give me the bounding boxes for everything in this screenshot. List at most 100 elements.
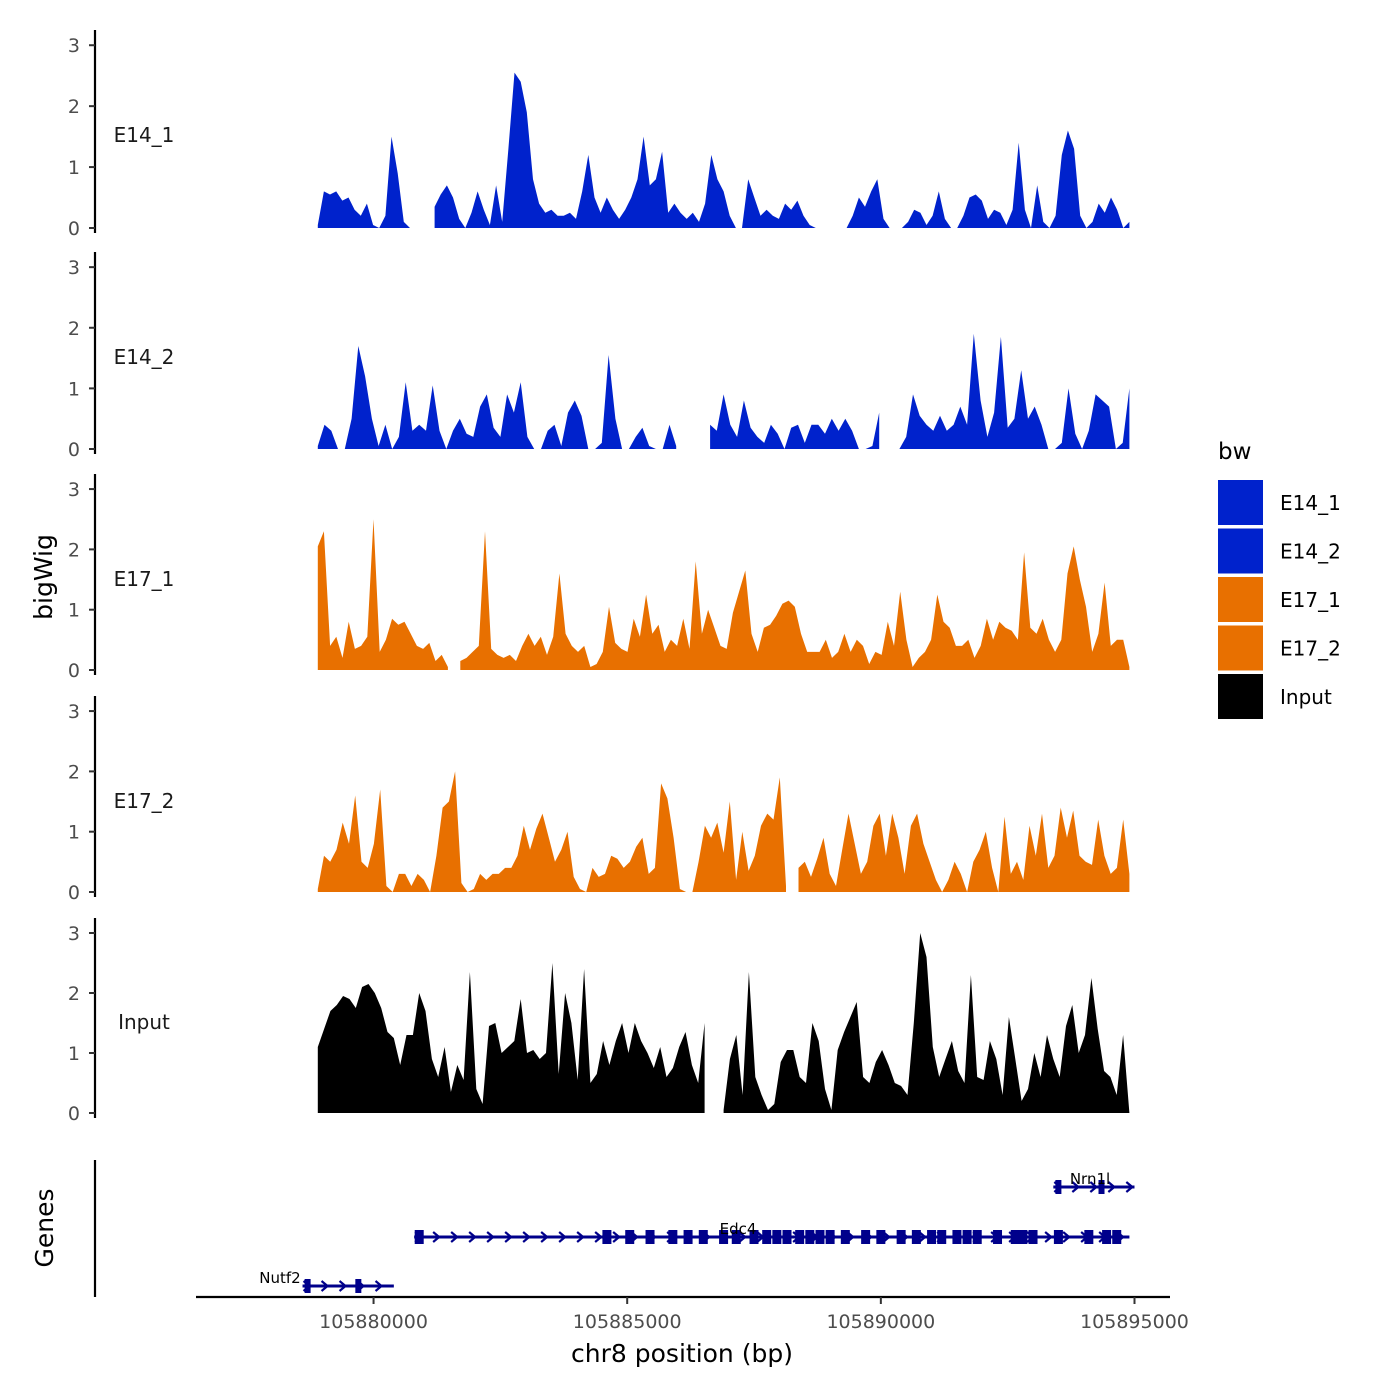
track-E14_1: 0 1 2 3 E14_1	[68, 30, 1130, 240]
exon-box	[993, 1230, 1003, 1244]
y-tick-label: 0	[68, 439, 80, 461]
exon-box	[731, 1230, 741, 1244]
x-tick-label: 105895000	[1080, 1311, 1189, 1333]
strand-arrow	[1062, 1231, 1071, 1243]
x-tick-label: 105880000	[319, 1311, 428, 1333]
exon-box	[1018, 1230, 1028, 1244]
y-axis-title: bigWig	[29, 534, 58, 620]
genes-axis-title: Genes	[30, 1188, 59, 1267]
strand-arrow	[374, 1280, 384, 1292]
y-tick-label: 1	[68, 378, 80, 400]
strand-arrow	[576, 1231, 585, 1243]
strand-arrow	[918, 1231, 927, 1243]
legend-title: bw	[1218, 439, 1251, 465]
exon-box	[1102, 1230, 1112, 1244]
exon-box	[304, 1279, 311, 1293]
exon-box	[825, 1230, 835, 1244]
strand-arrow	[338, 1280, 348, 1292]
y-tick-label: 2	[68, 761, 80, 783]
strand-arrow	[486, 1231, 495, 1243]
signal-area-E17_2	[317, 771, 1130, 892]
exon-box	[749, 1230, 759, 1244]
genes-track: Nutf2 Edc4 Nrn1l	[93, 1160, 1135, 1297]
gene-label: Edc4	[720, 1220, 757, 1238]
y-tick-label: 1	[68, 157, 80, 179]
strand-arrow	[612, 1231, 621, 1243]
y-tick-label: 2	[68, 983, 80, 1005]
exon-box	[861, 1230, 871, 1244]
legend-label-E14_1: E14_1	[1280, 491, 1341, 515]
signal-area-E14_2	[317, 333, 1130, 449]
y-tick-label: 3	[68, 923, 80, 945]
legend-label-Input: Input	[1280, 685, 1332, 709]
gene-Edc4: Edc4	[414, 1220, 1130, 1244]
strand-arrow	[1089, 1181, 1099, 1193]
exon-box	[602, 1230, 612, 1244]
x-tick-label: 105890000	[826, 1311, 935, 1333]
exon-box	[762, 1230, 772, 1244]
track-label: E17_2	[114, 789, 175, 813]
y-tick-label: 1	[68, 600, 80, 622]
exon-box	[1010, 1230, 1020, 1244]
exon-box	[1055, 1180, 1062, 1194]
strand-arrow	[450, 1231, 459, 1243]
exon-box	[795, 1230, 805, 1244]
legend-label-E14_2: E14_2	[1280, 540, 1341, 564]
x-tick-label: 105885000	[573, 1311, 682, 1333]
gene-Nrn1l: Nrn1l	[1053, 1170, 1135, 1194]
exon-box	[972, 1230, 982, 1244]
exon-box	[355, 1279, 362, 1293]
exon-box	[952, 1230, 962, 1244]
strand-arrow	[1107, 1181, 1117, 1193]
strand-arrow	[1125, 1181, 1135, 1193]
exon-box	[782, 1230, 792, 1244]
exon-box	[927, 1230, 937, 1244]
y-tick-label: 0	[68, 660, 80, 682]
exon-box	[1098, 1180, 1105, 1194]
strand-arrow	[468, 1231, 477, 1243]
exon-box	[1028, 1230, 1038, 1244]
exon-box	[772, 1230, 782, 1244]
exon-box	[1053, 1230, 1063, 1244]
y-tick-label: 3	[68, 35, 80, 57]
exon-box	[840, 1230, 850, 1244]
y-tick-label: 0	[68, 882, 80, 904]
legend-swatch-E14_2	[1218, 528, 1263, 574]
y-tick-label: 3	[68, 257, 80, 279]
signal-area-E17_1	[317, 519, 1130, 670]
gene-label: Nrn1l	[1070, 1170, 1110, 1188]
exon-box	[937, 1230, 947, 1244]
exon-box	[805, 1230, 815, 1244]
legend-swatch-Input	[1218, 674, 1263, 719]
legend-swatch-E17_1	[1218, 577, 1263, 622]
strand-arrow	[1071, 1181, 1081, 1193]
exon-box	[698, 1230, 708, 1244]
exon-box	[645, 1230, 655, 1244]
gene-label: Nutf2	[259, 1269, 300, 1287]
exon-box	[668, 1230, 678, 1244]
gene-Nutf2: Nutf2	[259, 1269, 394, 1293]
exon-box	[625, 1230, 635, 1244]
exon-box	[911, 1230, 921, 1244]
strand-arrow	[540, 1231, 549, 1243]
exon-box	[414, 1230, 424, 1244]
track-E14_2: 0 1 2 3 E14_2	[68, 252, 1130, 461]
signal-tracks: 0 1 2 3 E14_1 0 1 2 3 E14_2 0 1 2 3 E17_1 0 1 2 3 E17_2 0 1 2 3…	[68, 30, 1130, 1125]
signal-area-E14_1	[317, 72, 1130, 228]
exon-box	[683, 1230, 693, 1244]
strand-arrow	[432, 1231, 441, 1243]
y-tick-label: 1	[68, 1043, 80, 1065]
y-tick-label: 3	[68, 479, 80, 501]
exon-box	[876, 1230, 886, 1244]
track-label: E14_2	[114, 345, 175, 369]
x-axis-title: chr8 position (bp)	[571, 1339, 793, 1368]
y-tick-label: 2	[68, 318, 80, 340]
track-label: Input	[118, 1010, 170, 1034]
track-E17_1: 0 1 2 3 E17_1	[68, 474, 1130, 682]
y-tick-label: 3	[68, 701, 80, 723]
track-E17_2: 0 1 2 3 E17_2	[68, 696, 1130, 904]
track-label: E14_1	[114, 123, 175, 147]
strand-arrow	[558, 1231, 567, 1243]
legend-swatch-E17_2	[1218, 625, 1263, 671]
y-tick-label: 0	[68, 218, 80, 240]
